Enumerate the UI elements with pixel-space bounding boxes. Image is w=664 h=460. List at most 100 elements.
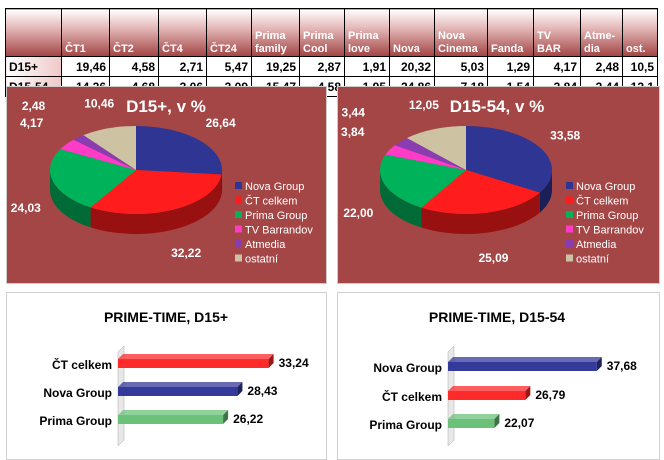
pie-slice: [50, 149, 136, 208]
bar: [118, 359, 269, 368]
pie-data-label: 10,46: [84, 97, 114, 111]
pie-data-label: 3,44: [342, 106, 366, 120]
bar-side: [525, 386, 531, 400]
bar: [118, 415, 224, 424]
pie-data-label: 2,48: [22, 99, 46, 113]
bar-data-label: 28,43: [247, 384, 277, 398]
bar-top: [118, 410, 229, 415]
bar-side: [494, 414, 500, 428]
chart-title: D15-54, v %: [450, 97, 545, 116]
pie-slice-side: [90, 174, 222, 234]
pie-slice: [406, 126, 466, 170]
legend-entry: ČT celkem: [576, 195, 628, 208]
category-label: Prima Group: [39, 414, 112, 428]
pie-data-label: 22,00: [343, 206, 373, 220]
table-cell: 5,47: [206, 56, 252, 77]
bar-data-label: 26,79: [535, 388, 565, 402]
legend-entry: Prima Group: [576, 210, 638, 222]
bar: [118, 387, 238, 396]
pie-data-label: 32,22: [171, 246, 201, 260]
legend-entry: Nova Group: [245, 181, 304, 193]
pie-slice: [385, 145, 466, 170]
pie-slice-side: [380, 170, 422, 228]
legend-entry: TV Barrandov: [576, 225, 644, 237]
legend-entry: TV Barrandov: [245, 225, 313, 237]
row-label: D15+: [5, 56, 62, 77]
pie-slice: [379, 154, 466, 208]
legend-entry: Atmedia: [245, 239, 286, 251]
column-header: ČT2: [109, 8, 159, 57]
bar-top: [118, 382, 243, 387]
legend-swatch: [235, 240, 242, 247]
legend-swatch: [235, 254, 242, 262]
column-header: Nova Cinema: [434, 8, 488, 57]
pie-slice-side: [421, 192, 540, 234]
legend-entry: Nova Group: [576, 181, 635, 193]
category-label: Nova Group: [373, 361, 442, 375]
bar-data-label: 26,22: [233, 412, 263, 426]
bar-side: [268, 354, 274, 368]
pie-data-label: 26,64: [206, 116, 236, 130]
legend-swatch: [566, 254, 573, 262]
column-header: Atme- dia: [580, 8, 623, 57]
legend-entry: ostatní: [576, 254, 609, 266]
column-header: Prima Cool: [299, 8, 345, 57]
category-label: Prima Group: [369, 418, 442, 432]
pie-data-label: 3,84: [341, 125, 365, 139]
pie-slice: [466, 126, 552, 193]
legend-entry: Atmedia: [576, 239, 617, 251]
legend-swatch: [566, 240, 573, 247]
table-cell: 19,46: [61, 56, 110, 77]
legend-swatch: [235, 211, 242, 218]
category-label: ČT celkem: [382, 389, 442, 404]
bar-top: [118, 354, 274, 359]
bar-data-label: 22,07: [504, 416, 534, 430]
bar-data-label: 37,68: [607, 359, 637, 373]
bar-side: [596, 357, 602, 371]
bar-panel-d1554: [337, 292, 660, 460]
bar-data-label: 33,24: [279, 356, 309, 370]
pie-slice: [83, 126, 136, 170]
legend-entry: Prima Group: [245, 210, 307, 222]
bar: [448, 362, 597, 371]
legend-entry: ČT celkem: [245, 195, 297, 208]
legend-entry: ostatní: [245, 254, 278, 266]
corner-cell: [5, 8, 62, 57]
pie-data-label: 33,58: [550, 128, 580, 142]
bar-side: [223, 410, 229, 424]
table-cell: 2,71: [158, 56, 207, 77]
pie-slice: [136, 126, 222, 175]
pie-slice: [421, 170, 540, 215]
bar-top: [448, 414, 500, 419]
pie-data-label: 24,03: [11, 201, 41, 215]
category-label: ČT celkem: [52, 357, 112, 372]
table-cell: 4,17: [533, 56, 581, 77]
legend-swatch: [566, 182, 573, 189]
pie-slice: [394, 138, 466, 170]
legend-swatch: [235, 182, 242, 189]
bar: [448, 391, 526, 400]
bar: [448, 419, 495, 428]
chart-title: D15+, v %: [126, 97, 206, 116]
pie-slice-side: [539, 170, 552, 213]
pie-data-label: 12,05: [409, 98, 439, 112]
column-header: Fanda: [487, 8, 534, 57]
chart-title: PRIME-TIME, D15+: [104, 309, 228, 325]
legend-swatch: [235, 196, 242, 204]
column-header: TV BAR: [533, 8, 581, 57]
table-cell: 5,03: [434, 56, 488, 77]
pie-slice: [73, 135, 136, 170]
bar-top: [448, 386, 531, 391]
pie-slice: [90, 170, 222, 215]
legend-swatch: [566, 211, 573, 218]
legend-swatch: [566, 225, 573, 233]
pie-slice: [60, 139, 137, 170]
legend-swatch: [566, 196, 573, 204]
category-label: Nova Group: [43, 386, 112, 400]
column-header: Nova: [389, 8, 435, 57]
table-cell: 19,25: [251, 56, 300, 77]
legend-swatch: [235, 225, 242, 233]
pie-slice-side: [49, 170, 91, 228]
chart-title: PRIME-TIME, D15-54: [429, 309, 565, 325]
